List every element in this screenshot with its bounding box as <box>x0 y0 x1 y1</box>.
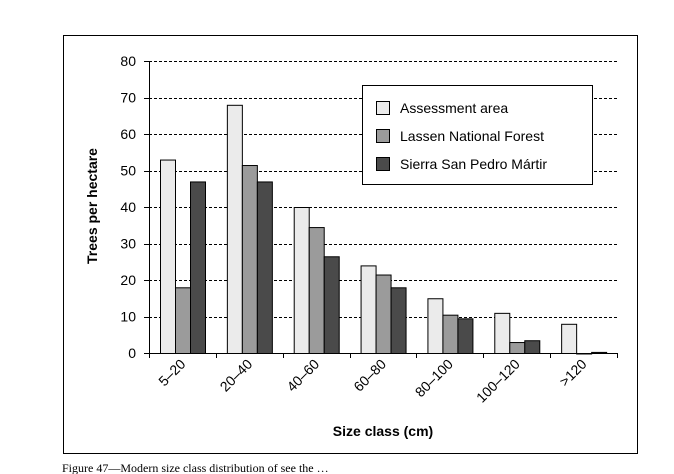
y-tick-label: 10 <box>120 309 136 325</box>
bar-1-2 <box>226 104 243 354</box>
legend-swatch <box>376 129 390 143</box>
bar-1-5 <box>427 298 444 354</box>
bar-3-3 <box>323 256 340 354</box>
bar-2-6 <box>509 342 526 354</box>
bar-3-4 <box>390 287 407 354</box>
bar-1-6 <box>494 312 511 355</box>
bar-1-1 <box>160 159 176 354</box>
bar-3-5 <box>457 318 474 355</box>
y-tick-label: 30 <box>120 236 136 252</box>
y-tick-label: 0 <box>128 345 136 361</box>
y-tick-label: 70 <box>120 90 136 106</box>
bar-3-2 <box>256 181 273 354</box>
y-tick-label: 60 <box>120 126 136 142</box>
y-tick-label: 80 <box>120 53 136 69</box>
bar-2-3 <box>308 227 325 354</box>
legend-label: Lassen National Forest <box>400 128 544 144</box>
axes <box>144 61 618 358</box>
bar-2-5 <box>442 314 459 354</box>
legend-label: Sierra San Pedro Mártir <box>400 156 547 172</box>
legend-swatch <box>376 157 390 171</box>
bar-1-4 <box>360 265 377 354</box>
bar-3-1 <box>190 181 206 354</box>
bar-1-3 <box>293 207 310 354</box>
figure-caption: Figure 47—Modern size class distribution… <box>62 462 329 474</box>
y-tick-label: 40 <box>120 199 136 215</box>
y-tick-labels: 0 10 20 30 40 50 60 70 80 <box>120 53 136 361</box>
legend: Assessment area Lassen National Forest Sie… <box>362 85 593 185</box>
y-tick-label: 50 <box>120 163 136 179</box>
bar-2-1 <box>175 287 191 354</box>
x-axis-label: Size class (cm) <box>333 423 433 439</box>
y-tick-label: 20 <box>120 272 136 288</box>
y-axis-label: Trees per hectare <box>84 148 100 264</box>
bar-2-4 <box>375 274 392 354</box>
bar-1-7 <box>561 323 578 354</box>
bar-2-2 <box>241 165 258 354</box>
bar-3-6 <box>524 340 541 355</box>
legend-swatch <box>376 101 390 115</box>
legend-box <box>362 85 593 185</box>
legend-label: Assessment area <box>400 100 508 116</box>
